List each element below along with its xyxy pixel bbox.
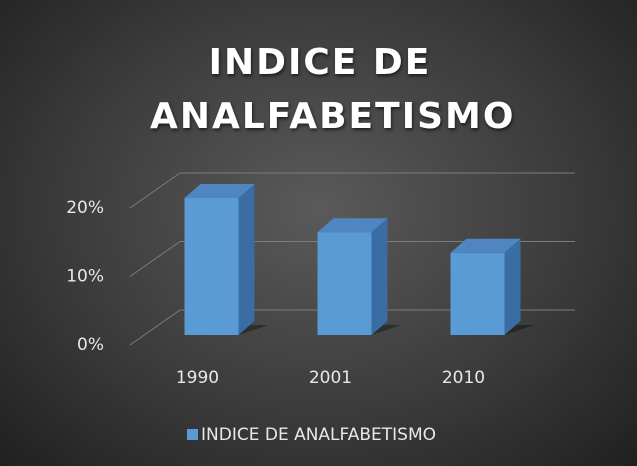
- bar-top: [317, 218, 388, 233]
- bar-side: [504, 238, 521, 335]
- x-tick-label: 2010: [442, 368, 485, 388]
- legend-swatch: [187, 429, 198, 440]
- x-tick-label: 1990: [176, 368, 219, 388]
- bar-side: [238, 184, 255, 335]
- chart-title: INDICE DE ANALFABETISMO: [150, 42, 516, 137]
- bar-side: [371, 218, 388, 335]
- bar: [317, 232, 372, 335]
- bar-top: [450, 238, 521, 253]
- grid-line-side: [129, 172, 181, 209]
- bar-top: [184, 184, 255, 198]
- legend-label: INDICE DE ANALFABETISMO: [201, 425, 436, 445]
- y-tick-label: 10%: [66, 267, 104, 287]
- bar: [184, 198, 239, 335]
- grid-line-side: [129, 241, 181, 277]
- x-tick-label: 2001: [309, 368, 352, 388]
- grid-line-side: [129, 309, 181, 346]
- y-tick-label: 0%: [77, 335, 104, 355]
- y-tick-label: 20%: [66, 198, 104, 218]
- bar: [450, 252, 505, 335]
